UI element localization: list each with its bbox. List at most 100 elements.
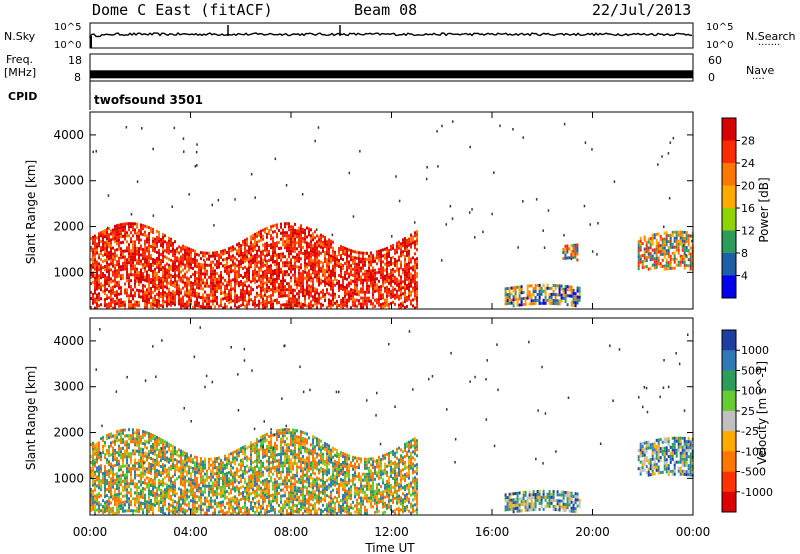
echo-cell — [176, 477, 178, 481]
echo-cell — [192, 260, 194, 264]
echo-cell — [228, 510, 230, 514]
echo-cell — [689, 258, 692, 262]
echo-cell — [326, 267, 328, 271]
colorbar-label: 12 — [741, 225, 755, 238]
echo-cell — [138, 447, 140, 451]
echo-cell — [196, 456, 198, 460]
echo-cell — [410, 236, 412, 240]
echo-cell — [286, 222, 288, 226]
echo-cell — [651, 254, 654, 258]
echo-cell — [236, 249, 238, 253]
echo-cell — [148, 265, 150, 269]
echo-cell — [254, 268, 256, 272]
echo-cell — [128, 506, 130, 510]
echo-cell — [172, 248, 174, 251]
echo-cell — [96, 460, 98, 464]
echo-cell — [246, 306, 248, 310]
echo-cell — [102, 508, 104, 512]
echo-cell — [110, 510, 112, 514]
echo-cell — [570, 244, 573, 248]
echo-cell — [128, 500, 130, 504]
echo-cell — [210, 490, 212, 494]
echo-cell — [148, 468, 150, 472]
echo-cell — [677, 239, 680, 243]
echo-cell — [90, 506, 92, 509]
echo-cell — [134, 246, 136, 250]
echo-cell — [222, 512, 224, 516]
echo-cell — [408, 261, 410, 265]
echo-cell — [134, 509, 136, 513]
echo-cell — [296, 247, 298, 251]
echo-cell — [574, 243, 577, 247]
echo-cell — [158, 487, 160, 491]
echo-cell — [116, 475, 118, 479]
echo-cell — [192, 290, 194, 294]
echo-cell — [298, 253, 300, 257]
echo-cell — [390, 262, 392, 266]
echo-cell — [252, 473, 254, 477]
echo-cell — [210, 254, 212, 258]
echo-cell — [196, 501, 198, 505]
echo-cell — [290, 231, 292, 235]
echo-cell — [402, 241, 404, 245]
echo-cell — [663, 240, 666, 244]
echo-cell — [116, 493, 118, 497]
echo-cell — [270, 300, 272, 304]
echo-cell — [140, 489, 142, 493]
echo-cell — [568, 288, 571, 292]
echo-cell — [308, 251, 310, 255]
echo-cell — [374, 277, 376, 281]
echo-cell — [182, 471, 184, 475]
echo-cell — [366, 269, 368, 273]
echo-cell — [138, 510, 140, 514]
echo-cell — [260, 229, 262, 233]
echo-cell — [262, 434, 264, 438]
echo-cell — [228, 301, 230, 305]
echo-cell — [653, 251, 656, 255]
echo-cell — [184, 493, 186, 497]
echo-cell — [266, 465, 268, 469]
echo-cell — [94, 258, 96, 262]
echo-cell — [132, 246, 134, 250]
freq-tick-top: 18 — [68, 54, 82, 67]
echo-cell — [230, 479, 232, 483]
echo-cell — [120, 250, 122, 254]
echo-cell — [242, 470, 244, 473]
echo-cell — [246, 243, 248, 247]
echo-cell — [228, 471, 230, 475]
echo-cell — [196, 495, 198, 499]
echo-cell — [214, 478, 216, 482]
echo-cell — [300, 242, 302, 246]
echo-cell — [242, 491, 244, 494]
echo-cell — [378, 294, 380, 298]
echo-cell — [118, 232, 120, 236]
echo-cell — [242, 255, 244, 258]
echo-cell — [114, 481, 116, 485]
echo-cell — [260, 253, 262, 257]
echo-cell — [146, 482, 148, 486]
echo-cell — [132, 294, 134, 298]
echo-cell — [90, 503, 92, 506]
echo-cell — [128, 452, 130, 456]
echo-cell — [258, 466, 260, 470]
echo-cell — [254, 447, 256, 451]
echo-cell — [100, 234, 102, 238]
echo-cell — [342, 276, 344, 279]
echo-cell — [94, 234, 96, 238]
echo-cell — [665, 234, 668, 238]
nsky-line — [89, 32, 693, 38]
echo-cell — [130, 222, 132, 226]
echo-cell — [144, 505, 146, 509]
echo-cell — [144, 460, 146, 464]
echo-cell — [162, 287, 164, 291]
echo-cell — [114, 233, 116, 237]
echo-cell — [248, 475, 250, 479]
echo-cell — [114, 272, 116, 276]
echo-cell — [100, 467, 102, 471]
echo-cell — [194, 291, 196, 295]
echo-cell — [284, 231, 286, 235]
echo-cell — [264, 257, 266, 261]
echo-cell — [126, 455, 128, 459]
echo-cell — [326, 249, 328, 253]
echo-cell — [124, 482, 126, 486]
